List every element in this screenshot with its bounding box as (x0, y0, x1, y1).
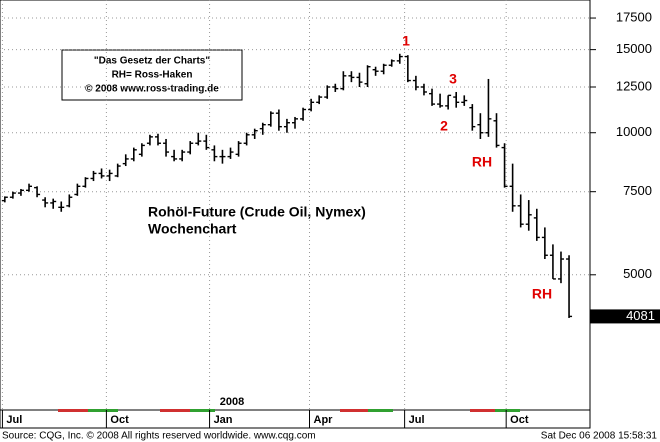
annotation: 3 (449, 71, 457, 87)
chart-subtitle: Wochenchart (148, 221, 237, 237)
x-tick-label: Oct (510, 414, 529, 426)
year-label: 2008 (220, 396, 244, 408)
marker (190, 409, 215, 412)
marker (58, 409, 88, 412)
last-price-label: 4081 (626, 308, 655, 323)
x-tick-label: Apr (314, 414, 334, 426)
x-tick-label: Jul (6, 414, 22, 426)
quarter-markers (58, 409, 520, 412)
marker (88, 409, 118, 412)
y-tick-label: 12500 (616, 78, 652, 93)
y-tick-label: 10000 (616, 124, 652, 139)
y-tick-label: 5000 (623, 266, 652, 281)
info-line: © 2008 www.ross-trading.de (85, 84, 219, 95)
marker (470, 409, 495, 412)
info-line: "Das Gesetz der Charts" (94, 56, 210, 67)
info-line: RH= Ross-Haken (112, 70, 193, 81)
source: Source: CQG, Inc. © 2008 All rights rese… (2, 431, 316, 442)
x-axis-strip (0, 409, 591, 429)
y-tick-label: 17500 (616, 9, 652, 24)
x-tick-label: Jan (214, 414, 233, 426)
y-tick-label: 15000 (616, 41, 652, 56)
annotation: 2 (440, 118, 448, 134)
annotation: 1 (402, 33, 410, 49)
last-price-box (590, 309, 660, 324)
x-tick-label: Jul (409, 414, 425, 426)
marker (368, 409, 393, 412)
marker (495, 409, 520, 412)
chart-title: Rohöl-Future (Crude Oil, Nymex) (148, 204, 366, 220)
annotation: RH (472, 154, 492, 170)
marker (160, 409, 190, 412)
y-tick-label: 7500 (623, 183, 652, 198)
annotation: RH (532, 286, 552, 302)
x-tick-label: Oct (110, 414, 129, 426)
marker (340, 409, 368, 412)
timestamp: Sat Dec 06 2008 15:58:31 (541, 431, 658, 442)
